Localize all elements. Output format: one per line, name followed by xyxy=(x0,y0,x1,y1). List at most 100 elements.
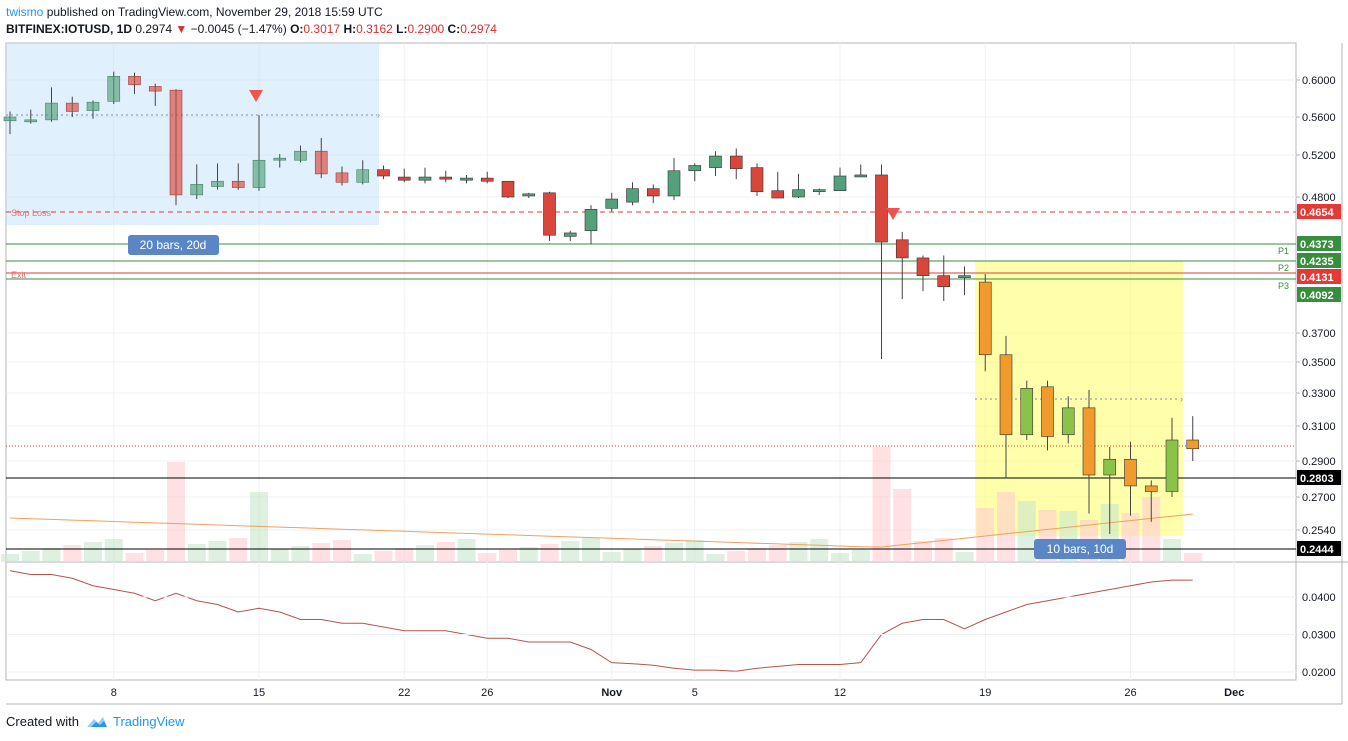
volume-bar xyxy=(125,553,144,562)
atr-tick-label: 0.0300 xyxy=(1302,630,1336,642)
volume-bar xyxy=(312,543,331,562)
candle-body xyxy=(916,257,930,276)
time-tick-label: 8 xyxy=(111,687,117,699)
volume-bar xyxy=(187,544,206,562)
volume-bar xyxy=(291,546,310,562)
price-tick-label: 0.2700 xyxy=(1302,492,1336,504)
volume-bar xyxy=(229,538,248,562)
price-badge-label: 0.4654 xyxy=(1300,207,1335,219)
candle-body xyxy=(1144,485,1158,492)
created-with-label: Created with xyxy=(6,714,79,729)
volume-bar xyxy=(333,540,351,562)
time-tick-label: 15 xyxy=(253,687,265,699)
candle-body xyxy=(1020,388,1034,436)
candle-body xyxy=(273,157,287,161)
volume-bar xyxy=(84,542,102,562)
price-tick-label: 0.2540 xyxy=(1302,525,1336,537)
volume-bar xyxy=(146,550,165,562)
candle-body xyxy=(3,116,17,122)
volume-bar xyxy=(42,548,61,562)
candle-body xyxy=(45,102,58,121)
atr-tick-label: 0.0400 xyxy=(1302,592,1336,604)
tradingview-link[interactable]: TradingView xyxy=(85,714,185,729)
price-badge xyxy=(1297,269,1341,284)
volume-bar xyxy=(561,541,580,562)
time-tick-label: 19 xyxy=(979,687,991,699)
volume-bar xyxy=(436,542,455,562)
price-tick-label: 0.6000 xyxy=(1302,75,1336,87)
volume-bar xyxy=(934,538,953,562)
ohlc-line: BITFINEX:IOTUSD, 1D 0.2974 ▼ −0.0045 (−1… xyxy=(6,21,497,38)
candle-body xyxy=(812,189,826,192)
candle-body xyxy=(377,169,390,177)
volume-bar xyxy=(519,547,538,562)
low-label: L: xyxy=(396,22,408,36)
price-badge xyxy=(1297,541,1341,556)
volume-bar xyxy=(665,543,683,562)
close-label: C: xyxy=(447,22,461,36)
volume-bar xyxy=(270,549,289,562)
price-tick-label: 0.3300 xyxy=(1302,388,1336,400)
candle-body xyxy=(480,177,494,182)
price-badge-label: 0.4092 xyxy=(1300,290,1334,302)
candle-body xyxy=(1041,386,1054,437)
candle-body xyxy=(356,169,370,183)
volume-bar xyxy=(63,545,82,562)
candle-body xyxy=(584,209,598,231)
candle-body xyxy=(418,176,432,181)
candle-body xyxy=(646,188,660,197)
atr-line xyxy=(9,570,1193,672)
candle-body xyxy=(190,184,204,196)
volume-bar xyxy=(831,553,849,562)
symbol-label: BITFINEX:IOTUSD, 1D xyxy=(6,22,133,36)
time-tick-label: 26 xyxy=(1124,687,1136,699)
sell-signal-icon xyxy=(249,90,263,102)
high-value: 0.3162 xyxy=(356,22,393,36)
candle-body xyxy=(314,150,328,175)
candle-body xyxy=(875,174,888,243)
volume-bar xyxy=(1163,539,1181,562)
volume-bar xyxy=(872,447,891,562)
range-label-box xyxy=(128,235,219,255)
volume-bar xyxy=(104,539,123,562)
candle-body xyxy=(148,86,162,92)
publish-line: twismo published on TradingView.com, Nov… xyxy=(6,4,497,21)
exit-label: Exit xyxy=(11,270,27,280)
candle-body xyxy=(65,102,79,112)
price-badge-label: 0.2444 xyxy=(1300,544,1335,556)
time-tick-label: Nov xyxy=(601,687,623,699)
open-label: O: xyxy=(290,22,304,36)
range-label: 20 bars, 20d xyxy=(140,238,207,252)
range-arrow-icon: › xyxy=(377,110,380,120)
price-change: −0.0045 (−1.47%) xyxy=(190,22,287,36)
price-badge-label: 0.4373 xyxy=(1300,239,1334,251)
volume-bar xyxy=(499,550,517,562)
volume-bar xyxy=(644,546,663,562)
price-badge xyxy=(1297,204,1341,219)
volume-bar xyxy=(1142,497,1161,562)
down-arrow-icon: ▼ xyxy=(175,22,188,36)
price-tick-label: 0.3700 xyxy=(1302,328,1336,340)
time-tick-label: Dec xyxy=(1224,687,1244,699)
candle-body xyxy=(107,76,121,102)
candle-body xyxy=(1061,407,1075,436)
candle-body xyxy=(1165,439,1179,492)
candle-body xyxy=(792,189,805,198)
volume-bar xyxy=(914,541,932,562)
chart-header: twismo published on TradingView.com, Nov… xyxy=(6,4,497,38)
price-badge-label: 0.4235 xyxy=(1300,256,1334,268)
candle-body xyxy=(543,192,556,236)
candle-body xyxy=(937,275,951,287)
volume-bar xyxy=(21,551,40,562)
price-tick-label: 0.5200 xyxy=(1302,150,1336,162)
volume-bar xyxy=(1183,553,1202,562)
price-badge xyxy=(1297,470,1341,485)
candle-body xyxy=(86,101,100,111)
volume-bar xyxy=(395,548,414,562)
time-tick-label: 26 xyxy=(481,687,493,699)
high-label: H: xyxy=(343,22,357,36)
candle-body xyxy=(563,232,577,237)
stop-loss-label: Stop Loss xyxy=(11,208,52,218)
author-link[interactable]: twismo xyxy=(6,5,44,19)
